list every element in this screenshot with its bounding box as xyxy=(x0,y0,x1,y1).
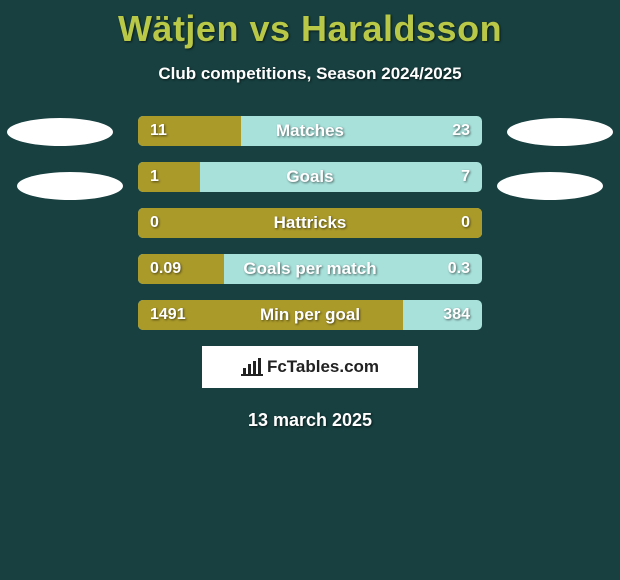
page-title: Wätjen vs Haraldsson xyxy=(0,8,620,50)
stat-row-goals-per-match: 0.09 Goals per match 0.3 xyxy=(138,254,482,284)
stat-value-right: 384 xyxy=(443,300,470,330)
stat-value-right: 7 xyxy=(461,162,470,192)
stat-bar-left xyxy=(138,162,200,192)
player-left-badge-1 xyxy=(7,118,113,146)
stat-row-min-per-goal: 1491 Min per goal 384 xyxy=(138,300,482,330)
stat-bars: 11 Matches 23 1 Goals 7 0 Hattricks 0 0.… xyxy=(138,116,482,330)
bar-chart-icon xyxy=(241,358,263,376)
player-right-badge-2 xyxy=(497,172,603,200)
player-right-badge-1 xyxy=(507,118,613,146)
stat-row-hattricks: 0 Hattricks 0 xyxy=(138,208,482,238)
subtitle: Club competitions, Season 2024/2025 xyxy=(0,64,620,84)
date-label: 13 march 2025 xyxy=(0,410,620,431)
brand-box[interactable]: FcTables.com xyxy=(202,346,418,388)
stat-value-right: 0.3 xyxy=(448,254,470,284)
stat-bar-left xyxy=(138,300,403,330)
player-left-badge-2 xyxy=(17,172,123,200)
stat-value-right: 23 xyxy=(452,116,470,146)
brand-label: FcTables.com xyxy=(267,357,379,377)
comparison-card: Wätjen vs Haraldsson Club competitions, … xyxy=(0,0,620,431)
stat-row-matches: 11 Matches 23 xyxy=(138,116,482,146)
stat-bar-left xyxy=(138,208,482,238)
stat-bar-left xyxy=(138,116,241,146)
stat-bar-left xyxy=(138,254,224,284)
stat-row-goals: 1 Goals 7 xyxy=(138,162,482,192)
stats-area: 11 Matches 23 1 Goals 7 0 Hattricks 0 0.… xyxy=(0,116,620,330)
